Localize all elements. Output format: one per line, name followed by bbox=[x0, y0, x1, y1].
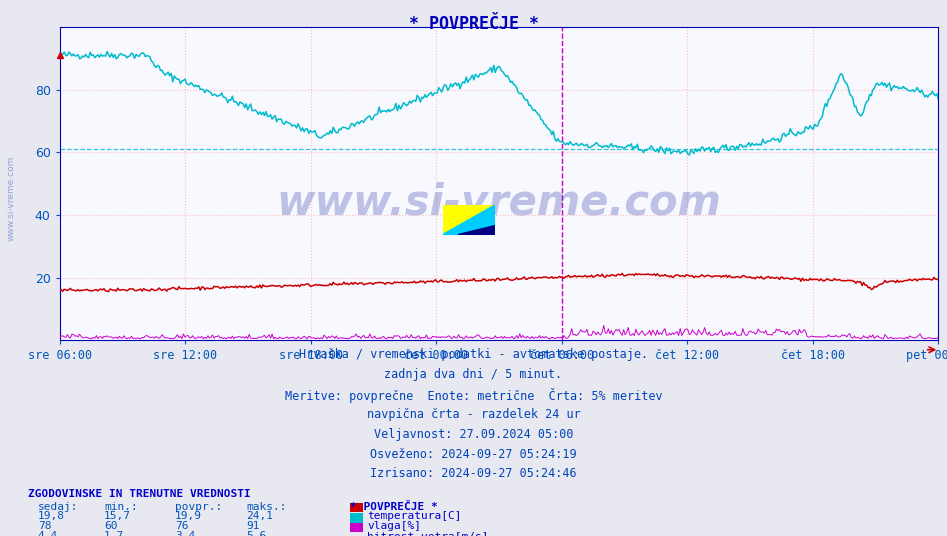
Text: zadnja dva dni / 5 minut.: zadnja dva dni / 5 minut. bbox=[384, 368, 563, 381]
Text: 3,4: 3,4 bbox=[175, 531, 195, 536]
Text: www.si-vreme.com: www.si-vreme.com bbox=[7, 155, 16, 241]
Text: sedaj:: sedaj: bbox=[38, 502, 79, 512]
Text: 78: 78 bbox=[38, 521, 51, 531]
Text: 91: 91 bbox=[246, 521, 259, 531]
Text: Izrisano: 2024-09-27 05:24:46: Izrisano: 2024-09-27 05:24:46 bbox=[370, 467, 577, 480]
Text: maks.:: maks.: bbox=[246, 502, 287, 512]
Polygon shape bbox=[458, 226, 494, 235]
Text: Veljavnost: 27.09.2024 05:00: Veljavnost: 27.09.2024 05:00 bbox=[374, 428, 573, 441]
Text: hitrost vetra[m/s]: hitrost vetra[m/s] bbox=[367, 531, 489, 536]
Text: ZGODOVINSKE IN TRENUTNE VREDNOSTI: ZGODOVINSKE IN TRENUTNE VREDNOSTI bbox=[28, 489, 251, 499]
Text: vlaga[%]: vlaga[%] bbox=[367, 521, 421, 531]
Text: 60: 60 bbox=[104, 521, 117, 531]
Text: * POVPREČJE *: * POVPREČJE * bbox=[350, 502, 438, 512]
Text: 15,7: 15,7 bbox=[104, 511, 132, 521]
Text: Hrvaška / vremenski podatki - avtomatske postaje.: Hrvaška / vremenski podatki - avtomatske… bbox=[299, 348, 648, 361]
Text: navpična črta - razdelek 24 ur: navpična črta - razdelek 24 ur bbox=[366, 408, 581, 421]
Text: Osveženo: 2024-09-27 05:24:19: Osveženo: 2024-09-27 05:24:19 bbox=[370, 448, 577, 460]
Text: 5,6: 5,6 bbox=[246, 531, 266, 536]
Text: Meritve: povprečne  Enote: metrične  Črta: 5% meritev: Meritve: povprečne Enote: metrične Črta:… bbox=[285, 388, 662, 403]
Text: 1,7: 1,7 bbox=[104, 531, 124, 536]
Text: 19,8: 19,8 bbox=[38, 511, 65, 521]
Text: temperatura[C]: temperatura[C] bbox=[367, 511, 462, 521]
Text: min.:: min.: bbox=[104, 502, 138, 512]
Text: * POVPREČJE *: * POVPREČJE * bbox=[408, 15, 539, 33]
Text: povpr.:: povpr.: bbox=[175, 502, 223, 512]
Text: 76: 76 bbox=[175, 521, 188, 531]
Text: 24,1: 24,1 bbox=[246, 511, 274, 521]
Text: 4,4: 4,4 bbox=[38, 531, 58, 536]
Polygon shape bbox=[442, 205, 494, 235]
Text: www.si-vreme.com: www.si-vreme.com bbox=[277, 181, 722, 224]
Polygon shape bbox=[442, 205, 494, 235]
Text: 19,9: 19,9 bbox=[175, 511, 203, 521]
